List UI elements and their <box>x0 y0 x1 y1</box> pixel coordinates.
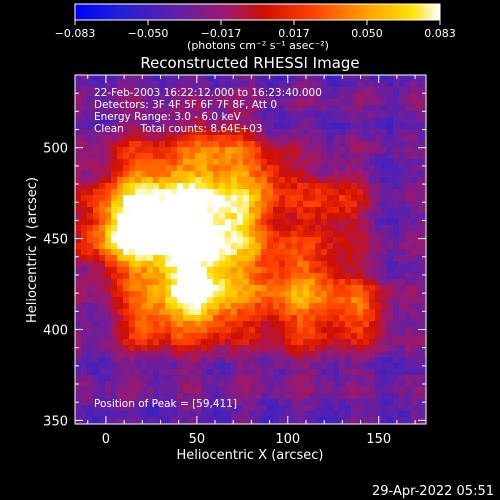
colorbar-tick-label: 0.017 <box>278 27 310 40</box>
colorbar-tick-label: −0.017 <box>201 27 242 40</box>
timestamp: 29-Apr-2022 05:51 <box>372 484 494 499</box>
solar-image <box>75 75 426 424</box>
y-tick-label: 400 <box>43 323 68 338</box>
plot-frame <box>74 74 427 425</box>
y-axis-label: Heliocentric Y (arcsec) <box>25 177 40 323</box>
peak-position: Position of Peak = [59,411] <box>94 398 237 410</box>
colorbar-tick-label: −0.050 <box>128 27 169 40</box>
colorbar-tick-label: −0.083 <box>55 27 96 40</box>
colorbar: −0.083 −0.050 −0.017 0.017 0.050 0.083 (photo… <box>55 3 456 52</box>
y-tick-label: 350 <box>43 414 68 429</box>
colorbar-strip <box>74 3 441 21</box>
x-axis-label: Heliocentric X (arcsec) <box>177 448 324 463</box>
y-tick-label: 450 <box>43 233 68 248</box>
y-axis: 350 400 450 500 <box>43 92 426 429</box>
colorbar-unit-label: (photons cm⁻² s⁻¹ asec⁻²) <box>187 39 329 52</box>
detectors-line: Detectors: 3F 4F 5F 6F 7F 8F, Att 0 <box>94 99 277 111</box>
energy-range: Energy Range: 3.0 - 6.0 keV <box>94 111 242 123</box>
clean-counts: Clean Total counts: 8.64E+03 <box>94 123 263 135</box>
x-axis: 0 50 100 150 <box>87 75 416 447</box>
observation-info: 22-Feb-2003 16:22:12.000 to 16:23:40.000… <box>94 87 322 135</box>
x-tick-label: 0 <box>102 432 110 447</box>
colorbar-tick-label: 0.083 <box>424 27 456 40</box>
y-tick-label: 500 <box>43 142 68 157</box>
x-tick-label: 50 <box>189 432 206 447</box>
colorbar-tick-labels: −0.083 −0.050 −0.017 0.017 0.050 0.083 <box>55 27 456 40</box>
plot-title: Reconstructed RHESSI Image <box>140 54 359 72</box>
colorbar-tick-label: 0.050 <box>351 27 383 40</box>
colorbar-ticks <box>74 20 441 25</box>
time-range: 22-Feb-2003 16:22:12.000 to 16:23:40.000 <box>94 87 322 99</box>
x-tick-label: 100 <box>275 432 300 447</box>
x-tick-label: 150 <box>366 432 391 447</box>
